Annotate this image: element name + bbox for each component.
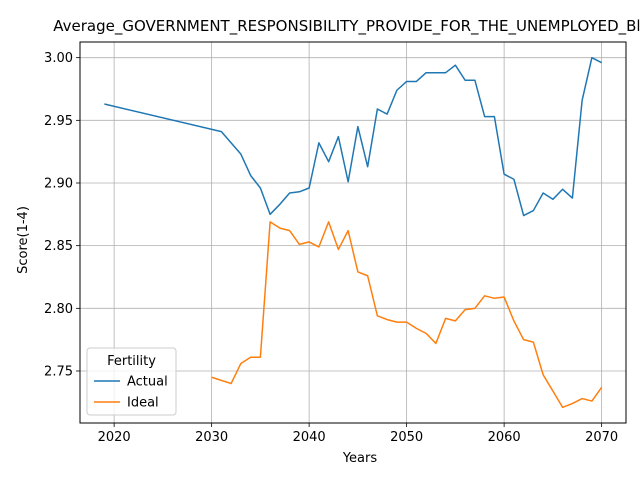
- y-tick-label: 2.85: [44, 239, 73, 254]
- x-tick-label: 2070: [585, 430, 618, 445]
- grid-lines: [80, 42, 626, 423]
- x-tick-label: 2050: [390, 430, 423, 445]
- legend-label-ideal: Ideal: [127, 396, 159, 411]
- x-axis-label: Years: [342, 451, 378, 466]
- y-tick-label: 2.95: [44, 114, 73, 129]
- y-axis-label: Score(1-4): [16, 206, 31, 274]
- x-tick-label: 2040: [293, 430, 326, 445]
- legend-label-actual: Actual: [127, 375, 168, 390]
- series-line-ideal: [211, 221, 603, 409]
- legend-box: [86, 347, 177, 416]
- y-tick-label: 3.00: [44, 51, 73, 66]
- plot-area: [104, 56, 603, 409]
- legend: Fertility Actual Ideal: [86, 347, 177, 416]
- y-tick-label: 2.75: [44, 364, 73, 379]
- y-tick-label: 2.90: [44, 176, 73, 191]
- x-tick-label: 2060: [488, 430, 521, 445]
- y-axis-ticks: 2.75 2.80 2.85 2.90 2.95 3.00: [44, 51, 80, 379]
- series-line-actual: [104, 56, 602, 217]
- x-tick-label: 2020: [98, 430, 131, 445]
- x-tick-label: 2030: [195, 430, 228, 445]
- legend-title: Fertility: [107, 354, 156, 369]
- x-axis-ticks: 2020 2030 2040 2050 2060 2070: [98, 423, 618, 445]
- axes-frame: [79, 41, 627, 424]
- chart-title: Average_GOVERNMENT_RESPONSIBILITY_PROVID…: [53, 17, 640, 36]
- y-tick-label: 2.80: [44, 302, 73, 317]
